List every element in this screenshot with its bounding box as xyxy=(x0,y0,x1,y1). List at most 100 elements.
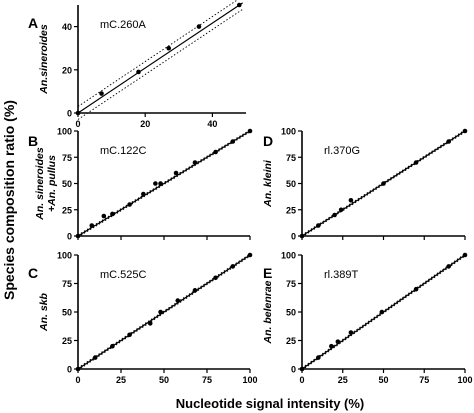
panel-e-ytick-label: 50 xyxy=(286,308,296,318)
panel-a-letter: A xyxy=(28,15,38,31)
panel-c-ytick-label: 75 xyxy=(62,279,72,289)
panel-c-data-point xyxy=(92,355,98,360)
panel-c-data-point xyxy=(230,264,236,269)
panel-e-ytick-label: 25 xyxy=(286,336,296,346)
panel-b-letter: B xyxy=(28,133,38,149)
panel-a-xtick-label: 0 xyxy=(75,119,80,129)
panel-d-ylabel: An. kleini xyxy=(262,159,274,208)
panel-e-xtick-label: 100 xyxy=(457,375,472,385)
panel-b-data-point xyxy=(75,233,81,239)
panel-b-data-point xyxy=(127,202,132,207)
panel-c-data-point xyxy=(192,288,198,293)
panel-b-data-point xyxy=(141,191,146,197)
shared-ylabel: Species composition ratio (%) xyxy=(1,100,17,300)
panel-a-data-point xyxy=(136,69,141,75)
panel-d-ytick-label: 25 xyxy=(286,205,296,215)
panel-d-ytick-label: 100 xyxy=(281,127,296,137)
panel-c-ci-lower-line xyxy=(77,255,251,371)
panel-d-data-point xyxy=(381,181,386,186)
panel-e-ytick-label: 0 xyxy=(291,365,296,375)
panel-c-data-point xyxy=(147,321,153,326)
panel-d-data-point xyxy=(338,207,344,213)
panel-d-ytick-label: 75 xyxy=(286,153,296,163)
panel-b-data-point xyxy=(247,128,253,134)
panel-d-ytick-label: 50 xyxy=(286,179,296,189)
panel-a-ytick-label: 40 xyxy=(62,22,72,32)
panel-b-ylabel: An. sineroides xyxy=(34,147,46,221)
panel-d-ci-upper-line xyxy=(301,129,466,236)
panel-e-xtick-label: 25 xyxy=(338,375,348,385)
panel-b-data-point xyxy=(89,223,95,228)
panel-a-ylabel: An.sineroides xyxy=(38,24,50,95)
panel-c-ci-upper-line xyxy=(77,253,251,369)
panel-d-data-point xyxy=(446,139,452,144)
panel-b-title: mC.122C xyxy=(100,145,147,157)
panel-e-xtick-label: 75 xyxy=(419,375,429,385)
panel-e-data-point xyxy=(316,355,321,360)
panel-c-xtick-label: 0 xyxy=(75,375,80,385)
panel-a-data-point xyxy=(99,91,104,96)
panel-b-data-point xyxy=(173,170,179,176)
panel-e-data-point xyxy=(462,252,468,258)
panel-b-ylabel: +An. pullus xyxy=(46,155,58,212)
panel-c-letter: C xyxy=(28,265,38,281)
panel-b-ytick-label: 0 xyxy=(67,232,72,242)
panel-a-ci-lower-line xyxy=(77,8,243,120)
panel-a-ytick-label: 0 xyxy=(67,109,72,119)
panel-c-data-point xyxy=(127,332,132,338)
panel-b-ytick-label: 50 xyxy=(62,179,72,189)
panel-c-data-point xyxy=(75,366,81,372)
panel-c-data-point xyxy=(175,298,181,303)
panel-d-data-point xyxy=(413,160,419,165)
panel-c-data-point xyxy=(158,309,163,315)
panel-c-ytick-label: 0 xyxy=(67,365,72,375)
panel-c-ytick-label: 50 xyxy=(62,308,72,318)
panel-e-title: rl.389T xyxy=(324,269,359,281)
panel-b-ytick-label: 75 xyxy=(62,153,72,163)
shared-xlabel: Nucleotide signal intensity (%) xyxy=(176,396,365,411)
panel-c-xtick-label: 75 xyxy=(202,375,212,385)
panel-c-xtick-label: 25 xyxy=(116,375,126,385)
panel-d-data-point xyxy=(332,212,337,218)
panel-c-xtick-label: 100 xyxy=(242,375,257,385)
panel-d-data-point xyxy=(462,128,468,134)
panel-e-ytick-label: 75 xyxy=(286,279,296,289)
panel-b-data-point xyxy=(230,139,236,144)
panel-c-data-point xyxy=(247,252,253,258)
panel-c-data-point xyxy=(110,343,115,349)
panel-d-letter: D xyxy=(263,133,273,149)
panel-d-data-point xyxy=(299,233,305,239)
panel-d-ci-lower-line xyxy=(301,131,466,238)
panel-a-ci-upper-line xyxy=(77,0,239,107)
panel-c-ylabel: An. skb xyxy=(38,292,50,332)
panel-e-data-point xyxy=(299,366,305,372)
panel-e-xtick-label: 50 xyxy=(378,375,388,385)
panel-e-ytick-label: 100 xyxy=(281,251,296,261)
panel-a-xtick-label: 20 xyxy=(140,119,150,129)
panel-b-ytick-label: 25 xyxy=(62,205,72,215)
panel-a-ytick-label: 20 xyxy=(62,65,72,75)
panel-d-ytick-label: 0 xyxy=(291,232,296,242)
panel-c-data-point xyxy=(213,275,218,281)
panel-e-data-point xyxy=(379,309,385,315)
panel-e-data-point xyxy=(329,343,334,349)
panel-c-fit-line xyxy=(77,254,251,370)
panel-e-data-point xyxy=(413,286,419,292)
panel-b-data-point xyxy=(158,181,163,186)
panel-e-data-point xyxy=(348,330,354,335)
panel-c-ytick-label: 25 xyxy=(62,336,72,346)
panel-d-data-point xyxy=(348,198,354,203)
panel-a-xtick-label: 40 xyxy=(207,119,217,129)
panel-c-ytick-label: 100 xyxy=(57,251,72,261)
panel-e-ylabel: An. belenrae xyxy=(262,280,274,344)
panel-d-title: rl.370G xyxy=(324,145,360,157)
panel-a-data-point xyxy=(236,2,242,8)
panel-b-ytick-label: 100 xyxy=(57,127,72,137)
panel-a-data-point xyxy=(166,45,172,51)
panel-a-data-point xyxy=(75,110,81,116)
panel-e-xtick-label: 0 xyxy=(299,375,304,385)
panel-b-data-point xyxy=(192,160,198,165)
panel-e-letter: E xyxy=(263,265,272,281)
panel-b-data-point xyxy=(153,181,158,186)
